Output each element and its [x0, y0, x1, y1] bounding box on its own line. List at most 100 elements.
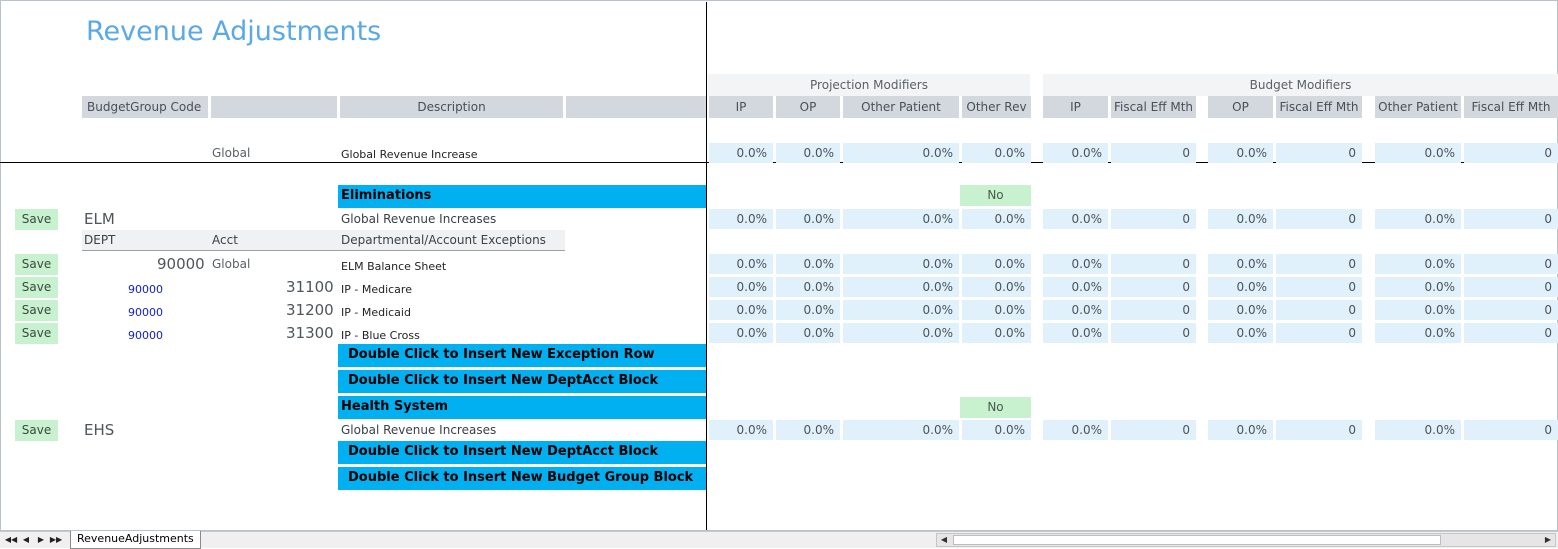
insert-budget-group-block-button[interactable]: Double Click to Insert New Budget Group …: [338, 467, 706, 490]
proj-other-rev-value-cell[interactable]: 0.0%: [962, 277, 1031, 297]
proj-op-value-cell[interactable]: 0.0%: [776, 254, 840, 274]
budget-op-fiscal-eff-mth-value-cell[interactable]: 0: [1276, 277, 1362, 297]
health-system-flag[interactable]: No: [960, 397, 1031, 418]
budget-op-fiscal-eff-mth-value-cell[interactable]: 0: [1276, 254, 1362, 274]
save-button-ehs[interactable]: Save: [15, 420, 58, 441]
insert-deptacct-block-button-ehs[interactable]: Double Click to Insert New DeptAcct Bloc…: [338, 441, 706, 464]
budget-op-value-cell[interactable]: 0.0%: [1208, 323, 1273, 343]
acct-value[interactable]: 31100: [286, 278, 334, 296]
budget-other-patient-fiscal-eff-mth-value-cell[interactable]: 0: [1464, 209, 1558, 229]
budget-ip-fiscal-eff-mth-value-cell[interactable]: 0: [1111, 143, 1196, 163]
budget-other-patient-fiscal-eff-mth-value-cell[interactable]: 0: [1464, 254, 1558, 274]
budget-other-patient-value-cell[interactable]: 0.0%: [1375, 209, 1461, 229]
insert-exception-row-button[interactable]: Double Click to Insert New Exception Row: [338, 344, 706, 367]
budget-ip-fiscal-eff-mth-value-cell[interactable]: 0: [1111, 277, 1196, 297]
save-button-row-4[interactable]: Save: [15, 323, 58, 344]
proj-ip-value-cell[interactable]: 0.0%: [709, 323, 773, 343]
budget-other-patient-value-cell[interactable]: 0.0%: [1375, 300, 1461, 320]
budget-group-code-elm[interactable]: ELM: [84, 210, 115, 228]
dept-value[interactable]: 90000: [128, 283, 163, 296]
proj-op-value-cell[interactable]: 0.0%: [776, 277, 840, 297]
budget-op-value-cell[interactable]: 0.0%: [1208, 143, 1273, 163]
budget-other-patient-value-cell[interactable]: 0.0%: [1375, 277, 1461, 297]
next-sheet-icon[interactable]: ▶: [37, 535, 45, 544]
budget-ip-value-cell[interactable]: 0.0%: [1043, 254, 1108, 274]
save-button-elm[interactable]: Save: [15, 209, 58, 230]
budget-other-patient-value-cell[interactable]: 0.0%: [1375, 254, 1461, 274]
budget-ip-value-cell[interactable]: 0.0%: [1043, 209, 1108, 229]
row-description[interactable]: IP - Medicaid: [341, 306, 411, 319]
budget-op-fiscal-eff-mth-value-cell[interactable]: 0: [1276, 420, 1362, 440]
section-header-eliminations[interactable]: Eliminations: [338, 185, 706, 208]
dept-value[interactable]: 90000: [128, 329, 163, 342]
budget-ip-fiscal-eff-mth-value-cell[interactable]: 0: [1111, 209, 1196, 229]
budget-op-value-cell[interactable]: 0.0%: [1208, 300, 1273, 320]
proj-other-rev-value-cell[interactable]: 0.0%: [962, 300, 1031, 320]
proj-ip-value-cell[interactable]: 0.0%: [709, 420, 773, 440]
budget-op-fiscal-eff-mth-value-cell[interactable]: 0: [1276, 143, 1362, 163]
dept-value[interactable]: 90000: [157, 255, 205, 273]
budget-ip-value-cell[interactable]: 0.0%: [1043, 300, 1108, 320]
proj-other-rev-value-cell[interactable]: 0.0%: [962, 254, 1031, 274]
budget-other-patient-fiscal-eff-mth-value-cell[interactable]: 0: [1464, 143, 1558, 163]
budget-other-patient-fiscal-eff-mth-value-cell[interactable]: 0: [1464, 277, 1558, 297]
first-sheet-icon[interactable]: ◀◀: [4, 535, 18, 544]
proj-other-rev-value-cell[interactable]: 0.0%: [962, 143, 1031, 163]
row-description[interactable]: IP - Medicare: [341, 283, 412, 296]
budget-other-patient-fiscal-eff-mth-value-cell[interactable]: 0: [1464, 420, 1558, 440]
proj-op-value-cell[interactable]: 0.0%: [776, 209, 840, 229]
budget-other-patient-value-cell[interactable]: 0.0%: [1375, 323, 1461, 343]
proj-ip-value-cell[interactable]: 0.0%: [709, 209, 773, 229]
section-header-health-system[interactable]: Health System: [338, 396, 706, 419]
insert-deptacct-block-button-elm[interactable]: Double Click to Insert New DeptAcct Bloc…: [338, 370, 706, 393]
budget-ip-fiscal-eff-mth-value-cell[interactable]: 0: [1111, 420, 1196, 440]
proj-op-value-cell[interactable]: 0.0%: [776, 143, 840, 163]
proj-other-rev-value-cell[interactable]: 0.0%: [962, 209, 1031, 229]
proj-other-patient-value-cell[interactable]: 0.0%: [843, 209, 959, 229]
budget-ip-fiscal-eff-mth-value-cell[interactable]: 0: [1111, 254, 1196, 274]
scroll-right-icon[interactable]: ▶: [1544, 535, 1552, 544]
budget-ip-value-cell[interactable]: 0.0%: [1043, 143, 1108, 163]
budget-ip-value-cell[interactable]: 0.0%: [1043, 323, 1108, 343]
save-button-row-3[interactable]: Save: [15, 300, 58, 321]
proj-ip-value-cell[interactable]: 0.0%: [709, 254, 773, 274]
budget-other-patient-fiscal-eff-mth-value-cell[interactable]: 0: [1464, 300, 1558, 320]
dept-value[interactable]: 90000: [128, 306, 163, 319]
budget-ip-value-cell[interactable]: 0.0%: [1043, 420, 1108, 440]
proj-other-patient-value-cell[interactable]: 0.0%: [843, 254, 959, 274]
scroll-left-icon[interactable]: ◀: [940, 535, 948, 544]
budget-op-fiscal-eff-mth-value-cell[interactable]: 0: [1276, 323, 1362, 343]
horizontal-scrollbar[interactable]: ◀ ▶: [936, 533, 1556, 547]
proj-ip-value-cell[interactable]: 0.0%: [709, 277, 773, 297]
budget-other-patient-value-cell[interactable]: 0.0%: [1375, 420, 1461, 440]
ehs-description[interactable]: Global Revenue Increases: [341, 423, 497, 437]
elm-description[interactable]: Global Revenue Increases: [341, 212, 497, 226]
proj-ip-value-cell[interactable]: 0.0%: [709, 300, 773, 320]
budget-op-value-cell[interactable]: 0.0%: [1208, 420, 1273, 440]
budget-op-value-cell[interactable]: 0.0%: [1208, 277, 1273, 297]
previous-sheet-icon[interactable]: ◀: [22, 535, 30, 544]
save-button-row-1[interactable]: Save: [15, 254, 58, 275]
budget-other-patient-fiscal-eff-mth-value-cell[interactable]: 0: [1464, 323, 1558, 343]
eliminations-flag[interactable]: No: [960, 185, 1031, 206]
budget-group-code-ehs[interactable]: EHS: [84, 421, 115, 439]
budget-other-patient-value-cell[interactable]: 0.0%: [1375, 143, 1461, 163]
proj-other-rev-value-cell[interactable]: 0.0%: [962, 323, 1031, 343]
proj-op-value-cell[interactable]: 0.0%: [776, 300, 840, 320]
acct-value[interactable]: 31300: [286, 324, 334, 342]
budget-ip-value-cell[interactable]: 0.0%: [1043, 277, 1108, 297]
budget-ip-fiscal-eff-mth-value-cell[interactable]: 0: [1111, 323, 1196, 343]
proj-other-patient-value-cell[interactable]: 0.0%: [843, 300, 959, 320]
proj-op-value-cell[interactable]: 0.0%: [776, 323, 840, 343]
proj-other-patient-value-cell[interactable]: 0.0%: [843, 420, 959, 440]
row-description[interactable]: ELM Balance Sheet: [341, 260, 447, 273]
last-sheet-icon[interactable]: ▶▶: [49, 535, 63, 544]
acct-value[interactable]: Global: [212, 257, 251, 271]
proj-ip-value-cell[interactable]: 0.0%: [709, 143, 773, 163]
scrollbar-thumb[interactable]: [953, 535, 1441, 545]
proj-other-rev-value-cell[interactable]: 0.0%: [962, 420, 1031, 440]
proj-op-value-cell[interactable]: 0.0%: [776, 420, 840, 440]
proj-other-patient-value-cell[interactable]: 0.0%: [843, 277, 959, 297]
budget-op-fiscal-eff-mth-value-cell[interactable]: 0: [1276, 300, 1362, 320]
proj-other-patient-value-cell[interactable]: 0.0%: [843, 323, 959, 343]
